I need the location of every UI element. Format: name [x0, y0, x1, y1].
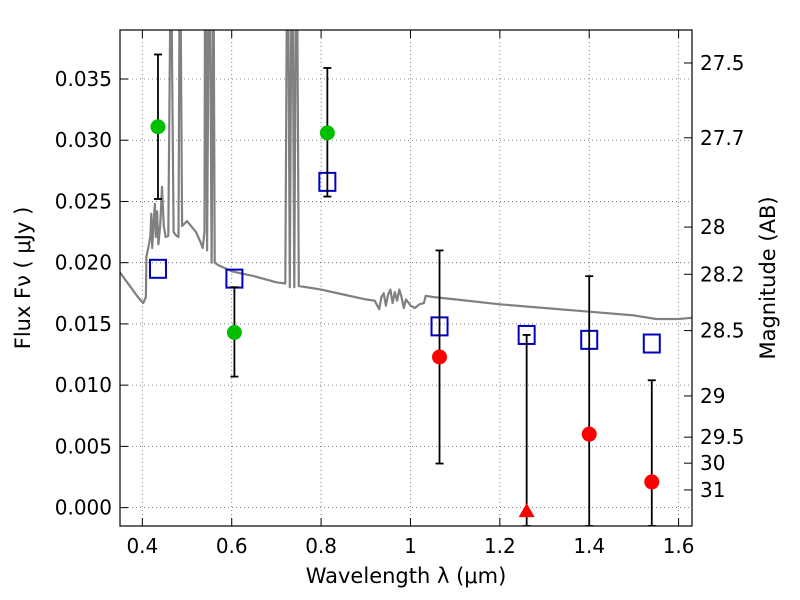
x-tick-label: 0.8 [305, 534, 337, 558]
magnitude-tick-label: 28.2 [700, 262, 745, 286]
axes: 0.4 0.6 0.8 1 1.2 1.4 1.6 0.000 0.005 0.010 0.015 0… [55, 30, 745, 558]
y-tick-label: 0.010 [55, 373, 112, 397]
magnitude-tick-label: 27.5 [700, 51, 745, 75]
y-axis-right-label: Magnitude (AB) [756, 196, 780, 359]
photometry-point [226, 324, 242, 340]
photometry-point [319, 125, 335, 141]
y-tick-label: 0.020 [55, 251, 112, 275]
y-tick-label: 0.015 [55, 312, 112, 336]
x-tick-label: 1.2 [484, 534, 516, 558]
y-tick-label: 0.035 [55, 67, 112, 91]
plot-frame [119, 29, 693, 527]
photometry-point [150, 119, 166, 135]
y-tick-label: 0.030 [55, 128, 112, 152]
x-tick-label: 0.4 [126, 534, 158, 558]
y-axis-label: Flux Fν ( μJy ) [11, 207, 35, 350]
magnitude-tick-label: 28.5 [700, 319, 745, 343]
x-tick-label: 0.6 [216, 534, 248, 558]
photometry-point [432, 349, 448, 365]
plot-area [120, 30, 692, 526]
magnitude-tick-label: 27.7 [700, 126, 745, 150]
photometry-point [644, 474, 660, 490]
x-tick-label: 1 [404, 534, 417, 558]
photometry-point [581, 426, 597, 442]
y-tick-label: 0.005 [55, 434, 112, 458]
y-tick-label: 0.025 [55, 189, 112, 213]
magnitude-tick-label: 31 [700, 478, 725, 502]
magnitude-tick-label: 29 [700, 384, 725, 408]
sed-model-line [120, 30, 692, 321]
magnitude-tick-label: 28 [700, 215, 725, 239]
magnitude-tick-label: 30 [700, 451, 725, 475]
upper-limit-triangle [518, 503, 535, 518]
x-tick-label: 1.6 [663, 534, 695, 558]
model-photometry-square [642, 333, 661, 354]
magnitude-tick-label: 29.5 [700, 425, 745, 449]
y-tick-label: 0.000 [55, 496, 112, 520]
x-axis-label: Wavelength λ (μm) [306, 564, 507, 588]
model-photometry-square [148, 258, 167, 279]
x-tick-label: 1.4 [573, 534, 605, 558]
